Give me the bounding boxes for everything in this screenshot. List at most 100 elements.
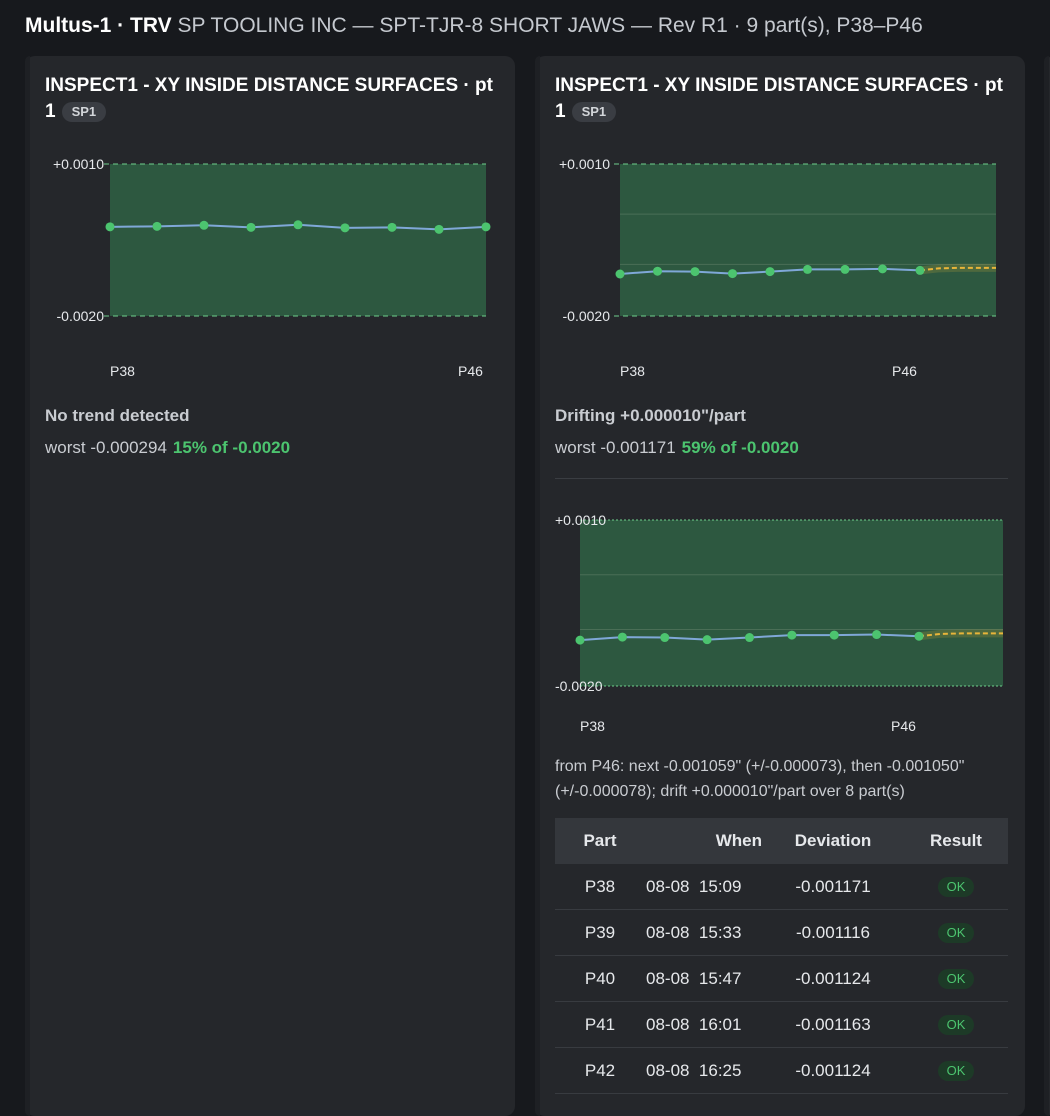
y-tick-upper: +0.0010 [53, 156, 104, 172]
table-row[interactable]: P39 08-08 15:33 -0.001116 OK [555, 909, 1008, 956]
page-header: Multus-1 · TRV SP TOOLING INC — SPT-TJR-… [25, 12, 923, 42]
cell-deviation: -0.001124 [762, 955, 904, 1002]
ok-badge: OK [937, 1061, 975, 1081]
col-result[interactable]: Result [904, 818, 1008, 864]
ok-badge: OK [937, 877, 975, 897]
trend-chart: +0.0010 -0.0020 P38 P46 [559, 156, 996, 379]
cell-part: P40 [555, 955, 645, 1002]
data-point-p42 [293, 220, 303, 230]
worst-value: worst -0.000294 [45, 438, 167, 457]
tolerance-band [110, 164, 486, 316]
worst-percent: 59% of -0.0020 [681, 438, 799, 457]
expanded-trend-chart: +0.0010 -0.0020 P38 P46 [555, 512, 1003, 734]
y-tick-lower: -0.0020 [555, 678, 603, 694]
feature-card-2[interactable]: INSPECT1 - XY INSIDE DISTANCE SURFACES ·… [535, 56, 1025, 1116]
cell-when: 08-08 15:09 [645, 864, 762, 910]
col-deviation[interactable]: Deviation [762, 818, 904, 864]
ok-badge: OK [937, 969, 975, 989]
data-point-p41 [728, 269, 737, 279]
cell-when: 08-08 15:33 [645, 909, 762, 956]
data-point-p40 [660, 633, 670, 643]
x-tick-last: P46 [891, 718, 916, 734]
data-point-p45 [878, 264, 887, 274]
table-row[interactable]: P38 08-08 15:09 -0.001171 OK [555, 864, 1008, 910]
tolerance-band [620, 164, 996, 316]
table-row[interactable]: P41 08-08 16:01 -0.001163 OK [555, 1001, 1008, 1048]
card-title-text: INSPECT1 - XY INSIDE DISTANCE SURFACES ·… [555, 75, 1003, 122]
trend-chart: +0.0010 -0.0020 P38 P46 [53, 156, 491, 379]
x-tick-first: P38 [580, 718, 605, 734]
card-edge [535, 56, 540, 1116]
table-row[interactable]: P42 08-08 16:25 -0.001124 OK [555, 1047, 1008, 1094]
data-point-p45 [872, 630, 882, 640]
card-edge [1044, 56, 1049, 1116]
data-point-p45 [434, 224, 444, 234]
data-point-p42 [745, 633, 754, 643]
data-point-p40 [199, 220, 209, 230]
worst-value: worst -0.001171 [555, 438, 676, 457]
cell-when: 08-08 16:25 [645, 1047, 762, 1094]
data-point-p46 [481, 222, 491, 232]
cell-result: OK [904, 1001, 1008, 1048]
table-row[interactable]: P40 08-08 15:47 -0.001124 OK [555, 955, 1008, 1002]
spindle-badge: SP1 [571, 102, 617, 122]
cell-deviation: -0.001124 [762, 1047, 904, 1094]
y-tick-upper: +0.0010 [559, 156, 610, 172]
card-title: INSPECT1 - XY INSIDE DISTANCE SURFACES ·… [555, 73, 1015, 125]
data-point-p40 [690, 267, 700, 277]
forecast-line [919, 266, 996, 272]
forecast-text: from P46: next -0.001059" (+/-0.000073),… [555, 758, 965, 800]
cell-result: OK [904, 909, 1008, 956]
table-header-row: Part When Deviation Result [555, 818, 1008, 864]
machine-name: Multus-1 · TRV [25, 14, 172, 37]
forecast-line [918, 632, 1003, 638]
measurements-table: Part When Deviation Result P38 08-08 15:… [555, 818, 1008, 1094]
data-point-p38 [615, 269, 625, 279]
x-tick-last: P46 [892, 363, 917, 379]
cell-part: P39 [555, 909, 645, 956]
ok-badge: OK [937, 923, 975, 943]
forecast-band [919, 629, 1003, 641]
cell-deviation: -0.001116 [762, 909, 904, 956]
data-point-p39 [152, 221, 162, 231]
x-tick-last: P46 [458, 363, 483, 379]
tolerance-band [580, 520, 1003, 686]
y-tick-upper: +0.0010 [555, 512, 606, 528]
card-title: INSPECT1 - XY INSIDE DISTANCE SURFACES ·… [45, 73, 505, 125]
data-point-p42 [765, 267, 775, 277]
data-point-p46 [915, 265, 925, 275]
cell-deviation: -0.001171 [762, 864, 904, 910]
card-edge [25, 56, 30, 1116]
data-point-p41 [702, 635, 712, 645]
y-tick-lower: -0.0020 [57, 308, 105, 324]
data-point-p38 [575, 635, 585, 645]
spindle-badge: SP1 [61, 102, 107, 122]
col-when[interactable]: When [645, 818, 762, 864]
cell-part: P41 [555, 1001, 645, 1048]
data-point-p39 [653, 266, 662, 276]
section-divider [555, 478, 1008, 479]
data-point-p41 [246, 222, 256, 232]
cell-result: OK [904, 955, 1008, 1002]
job-description: SP TOOLING INC — SPT-TJR-8 SHORT JAWS — … [171, 14, 923, 37]
card-title-text: INSPECT1 - XY INSIDE DISTANCE SURFACES ·… [45, 75, 493, 122]
feature-card-1[interactable]: INSPECT1 - XY INSIDE DISTANCE SURFACES ·… [25, 56, 515, 1116]
data-point-p43 [787, 630, 797, 640]
worst-percent: 15% of -0.0020 [172, 438, 291, 457]
data-point-p44 [829, 630, 839, 640]
cell-part: P42 [555, 1047, 645, 1094]
cell-part: P38 [555, 864, 645, 910]
data-point-p43 [803, 264, 812, 274]
data-point-p46 [914, 631, 924, 641]
trend-status: No trend detected [45, 406, 190, 425]
x-tick-first: P38 [620, 363, 645, 379]
trend-status: Drifting +0.000010"/part [555, 406, 746, 425]
col-part[interactable]: Part [555, 818, 645, 864]
data-point-p39 [617, 632, 627, 642]
cell-deviation: -0.001163 [762, 1001, 904, 1048]
cell-when: 08-08 15:47 [645, 955, 762, 1002]
data-point-p38 [105, 222, 115, 232]
feature-card-3[interactable] [1044, 56, 1050, 1116]
data-point-p44 [387, 222, 397, 232]
data-point-p44 [840, 264, 850, 274]
